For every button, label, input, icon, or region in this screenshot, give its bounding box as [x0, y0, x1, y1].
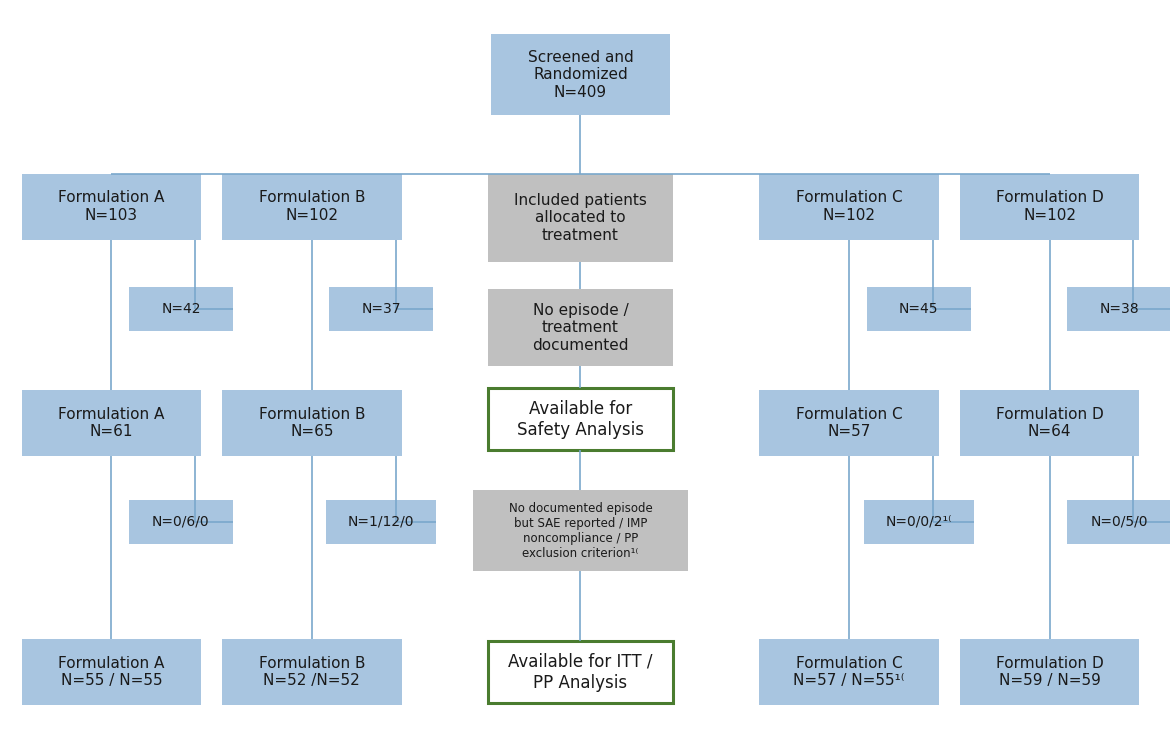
- Text: N=0/5/0: N=0/5/0: [1090, 515, 1148, 529]
- Text: Formulation C
N=57: Formulation C N=57: [796, 407, 902, 439]
- Text: No episode /
treatment
documented: No episode / treatment documented: [532, 302, 628, 353]
- FancyBboxPatch shape: [863, 500, 973, 544]
- FancyBboxPatch shape: [474, 490, 688, 571]
- Text: Formulation C
N=57 / N=55¹⁽: Formulation C N=57 / N=55¹⁽: [793, 656, 904, 688]
- FancyBboxPatch shape: [222, 390, 401, 456]
- Text: N=38: N=38: [1099, 302, 1138, 316]
- Text: N=0/6/0: N=0/6/0: [152, 515, 209, 529]
- FancyBboxPatch shape: [488, 174, 673, 262]
- FancyBboxPatch shape: [959, 640, 1140, 705]
- FancyBboxPatch shape: [329, 287, 433, 331]
- Text: Formulation B
N=65: Formulation B N=65: [259, 407, 365, 439]
- FancyBboxPatch shape: [222, 174, 401, 240]
- FancyBboxPatch shape: [959, 390, 1140, 456]
- FancyBboxPatch shape: [959, 174, 1140, 240]
- FancyBboxPatch shape: [129, 287, 233, 331]
- Text: Formulation B
N=52 /N=52: Formulation B N=52 /N=52: [259, 656, 365, 688]
- Text: Formulation C
N=102: Formulation C N=102: [796, 191, 902, 223]
- FancyBboxPatch shape: [867, 287, 971, 331]
- Text: Screened and
Randomized
N=409: Screened and Randomized N=409: [528, 50, 633, 99]
- FancyBboxPatch shape: [1067, 500, 1170, 544]
- Text: Formulation D
N=64: Formulation D N=64: [996, 407, 1103, 439]
- Text: Formulation A
N=61: Formulation A N=61: [58, 407, 165, 439]
- Text: Included patients
allocated to
treatment: Included patients allocated to treatment: [514, 193, 647, 243]
- Text: N=45: N=45: [899, 302, 938, 316]
- FancyBboxPatch shape: [129, 500, 233, 544]
- FancyBboxPatch shape: [490, 35, 670, 115]
- Text: Available for ITT /
PP Analysis: Available for ITT / PP Analysis: [508, 653, 653, 692]
- FancyBboxPatch shape: [326, 500, 436, 544]
- Text: Formulation D
N=102: Formulation D N=102: [996, 191, 1103, 223]
- Text: Formulation D
N=59 / N=59: Formulation D N=59 / N=59: [996, 656, 1103, 688]
- FancyBboxPatch shape: [488, 289, 673, 367]
- FancyBboxPatch shape: [759, 390, 938, 456]
- FancyBboxPatch shape: [22, 640, 201, 705]
- Text: N=37: N=37: [362, 302, 401, 316]
- FancyBboxPatch shape: [22, 174, 201, 240]
- Text: N=0/0/2¹⁽: N=0/0/2¹⁽: [886, 515, 952, 529]
- FancyBboxPatch shape: [222, 640, 401, 705]
- FancyBboxPatch shape: [759, 640, 938, 705]
- Text: Formulation A
N=55 / N=55: Formulation A N=55 / N=55: [58, 656, 165, 688]
- Text: N=1/12/0: N=1/12/0: [347, 515, 414, 529]
- Text: No documented episode
but SAE reported / IMP
noncompliance / PP
exclusion criter: No documented episode but SAE reported /…: [509, 502, 653, 560]
- FancyBboxPatch shape: [488, 388, 673, 450]
- FancyBboxPatch shape: [488, 641, 673, 704]
- Text: Formulation A
N=103: Formulation A N=103: [58, 191, 165, 223]
- FancyBboxPatch shape: [22, 390, 201, 456]
- FancyBboxPatch shape: [1067, 287, 1170, 331]
- Text: N=42: N=42: [161, 302, 200, 316]
- FancyBboxPatch shape: [759, 174, 938, 240]
- Text: Available for
Safety Analysis: Available for Safety Analysis: [517, 400, 644, 439]
- Text: Formulation B
N=102: Formulation B N=102: [259, 191, 365, 223]
